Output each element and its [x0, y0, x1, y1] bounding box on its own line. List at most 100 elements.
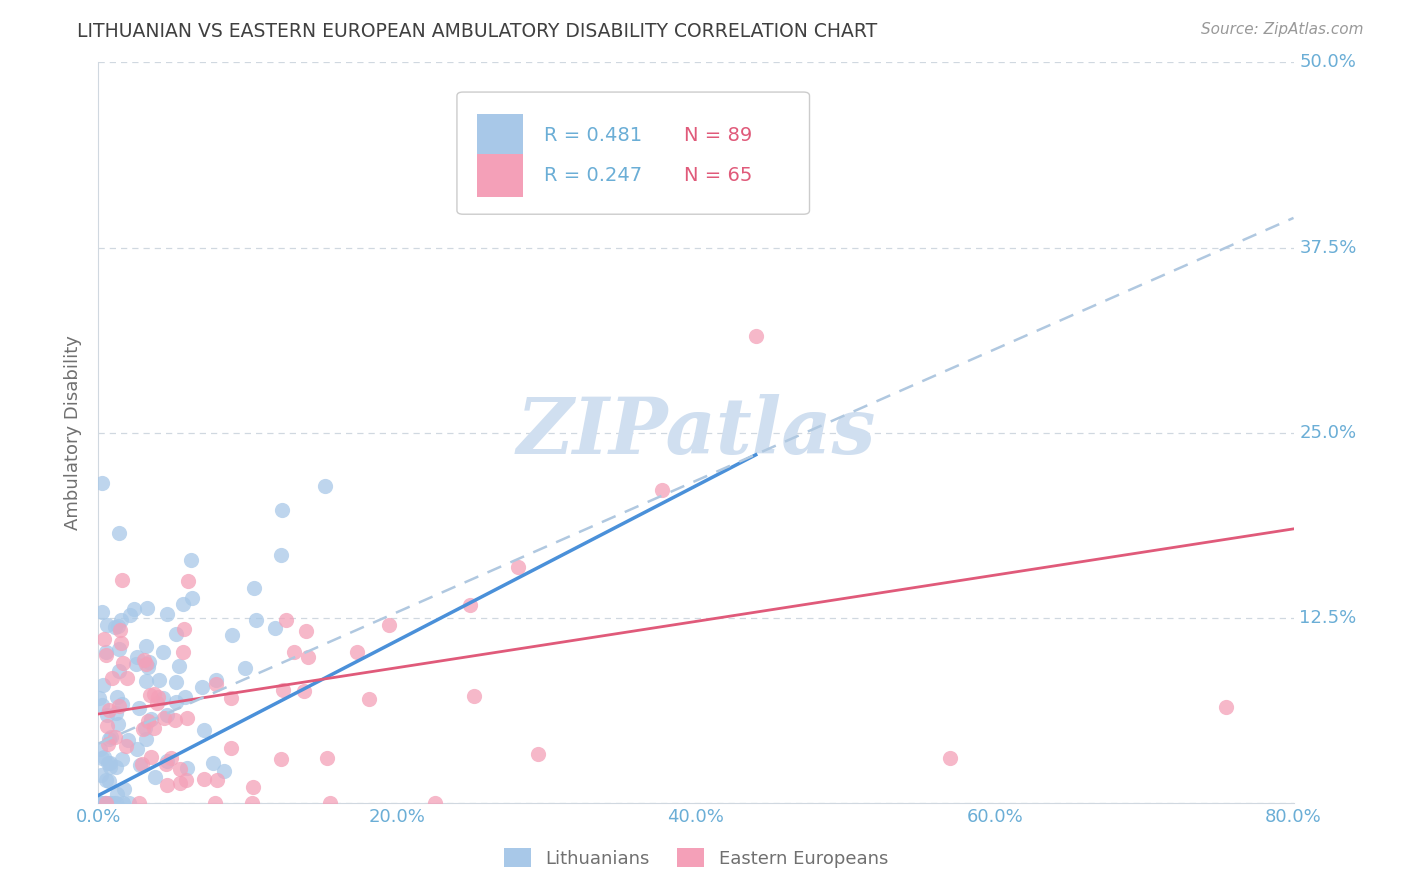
Point: [221, 628, 243, 642]
Point: [90, 476, 112, 491]
Point: [176, 711, 198, 725]
Point: [100, 730, 122, 744]
Point: [117, 732, 139, 747]
Point: [297, 650, 319, 665]
Point: [527, 747, 550, 762]
Point: [91, 678, 114, 692]
Point: [156, 607, 179, 621]
Point: [163, 714, 186, 728]
Point: [104, 796, 127, 810]
Point: [98, 760, 121, 774]
Point: [136, 660, 159, 674]
Point: [98, 796, 121, 810]
Point: [91, 605, 114, 619]
Point: [98, 756, 121, 770]
Point: [177, 574, 200, 588]
Point: [103, 796, 125, 810]
Point: [120, 607, 142, 622]
Point: [105, 706, 128, 721]
Point: [97, 774, 120, 789]
Point: [108, 642, 131, 657]
Point: [460, 598, 482, 612]
Point: [205, 772, 228, 787]
Point: [97, 756, 120, 770]
Point: [165, 627, 187, 641]
Point: [132, 722, 155, 736]
Point: [167, 659, 190, 673]
Point: [105, 787, 128, 801]
Point: [112, 656, 135, 670]
Y-axis label: Ambulatory Disability: Ambulatory Disability: [65, 335, 83, 530]
Point: [136, 714, 159, 729]
Text: N = 89: N = 89: [685, 127, 752, 145]
Point: [118, 796, 141, 810]
Point: [128, 757, 150, 772]
Point: [142, 721, 165, 735]
Point: [125, 657, 148, 671]
Point: [160, 751, 183, 765]
Point: [165, 674, 187, 689]
Point: [152, 691, 174, 706]
FancyBboxPatch shape: [457, 92, 810, 214]
Point: [94, 796, 117, 810]
Point: [110, 636, 132, 650]
Point: [96, 645, 118, 659]
Point: [172, 645, 194, 659]
Point: [270, 548, 292, 562]
Legend: Lithuanians, Eastern Europeans: Lithuanians, Eastern Europeans: [503, 848, 889, 868]
Point: [91, 751, 114, 765]
Point: [139, 750, 162, 764]
Point: [212, 764, 235, 779]
Point: [156, 708, 179, 723]
Point: [98, 796, 121, 810]
Point: [745, 329, 768, 343]
Point: [136, 600, 159, 615]
Point: [115, 739, 138, 754]
Text: LITHUANIAN VS EASTERN EUROPEAN AMBULATORY DISABILITY CORRELATION CHART: LITHUANIAN VS EASTERN EUROPEAN AMBULATOR…: [77, 22, 877, 41]
Text: Source: ZipAtlas.com: Source: ZipAtlas.com: [1201, 22, 1364, 37]
Point: [245, 613, 267, 627]
Point: [270, 752, 292, 766]
Point: [143, 687, 166, 701]
Point: [263, 621, 285, 635]
Point: [271, 682, 294, 697]
Point: [96, 773, 118, 788]
Point: [152, 645, 174, 659]
Point: [128, 700, 150, 714]
Text: 25.0%: 25.0%: [1299, 424, 1357, 442]
Point: [135, 674, 157, 689]
Point: [117, 671, 139, 685]
Point: [205, 676, 228, 690]
Point: [94, 796, 117, 810]
Point: [96, 617, 118, 632]
Point: [112, 782, 135, 797]
Point: [155, 757, 177, 772]
Point: [146, 690, 169, 704]
Point: [292, 683, 315, 698]
Point: [295, 624, 318, 638]
FancyBboxPatch shape: [477, 114, 523, 157]
Point: [97, 703, 120, 717]
Point: [138, 655, 160, 669]
Point: [146, 697, 169, 711]
Point: [141, 712, 163, 726]
Point: [143, 770, 166, 784]
Point: [111, 752, 134, 766]
Point: [132, 653, 155, 667]
Point: [319, 796, 342, 810]
Point: [107, 690, 129, 705]
Point: [193, 772, 215, 786]
Point: [111, 796, 134, 810]
Point: [169, 775, 191, 789]
Point: [172, 597, 194, 611]
Point: [174, 772, 197, 787]
Point: [108, 664, 131, 678]
Point: [89, 796, 111, 810]
Point: [939, 751, 962, 765]
Point: [152, 710, 174, 724]
Text: R = 0.247: R = 0.247: [544, 166, 643, 186]
Point: [98, 732, 121, 747]
Point: [242, 780, 264, 794]
Point: [359, 691, 381, 706]
Point: [378, 618, 401, 632]
